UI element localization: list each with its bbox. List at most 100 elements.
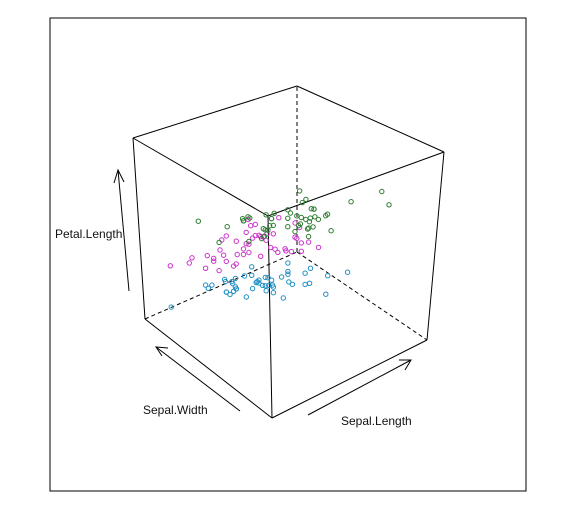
edge-left-vertical bbox=[132, 137, 146, 320]
data-point-s3-7 bbox=[195, 218, 202, 224]
data-point-s1-7 bbox=[241, 273, 248, 279]
data-point-s2-16 bbox=[298, 248, 304, 255]
data-point-s2-38 bbox=[233, 261, 239, 267]
data-point-s1-47 bbox=[285, 268, 291, 275]
data-point-s1-34 bbox=[325, 273, 331, 279]
data-point-s1-29 bbox=[263, 288, 269, 294]
data-point-s2-44 bbox=[186, 260, 193, 266]
data-point-s1-35 bbox=[233, 286, 240, 292]
data-point-s3-1 bbox=[296, 188, 303, 194]
z-axis-label: Petal.Length bbox=[55, 227, 122, 241]
edge-front-vertical bbox=[267, 215, 273, 419]
data-point-s2-33 bbox=[240, 251, 247, 258]
data-point-s3-38 bbox=[287, 210, 294, 216]
data-point-s1-45 bbox=[285, 260, 291, 266]
data-point-s1-46 bbox=[223, 289, 230, 295]
data-point-s2-47 bbox=[249, 235, 256, 241]
data-point-s2-3 bbox=[305, 239, 312, 245]
data-point-s3-5 bbox=[285, 207, 291, 213]
data-point-s1-49 bbox=[286, 279, 292, 285]
data-point-s2-49 bbox=[202, 265, 209, 271]
data-point-s3-23 bbox=[315, 216, 322, 223]
data-point-s1-32 bbox=[270, 290, 277, 296]
data-point-s3-37 bbox=[303, 196, 309, 203]
z-axis-arrow-head bbox=[113, 168, 125, 184]
data-point-s3-17 bbox=[285, 215, 291, 222]
data-point-s3-49 bbox=[299, 199, 305, 206]
data-point-s2-10 bbox=[219, 237, 225, 243]
data-point-s3-46 bbox=[292, 228, 298, 235]
data-point-s1-2 bbox=[227, 291, 233, 298]
data-point-s3-27 bbox=[261, 233, 267, 239]
data-point-s2-41 bbox=[223, 233, 230, 239]
data-point-s2-48 bbox=[267, 244, 274, 251]
data-point-s2-22 bbox=[258, 253, 264, 259]
data-point-s1-28 bbox=[269, 282, 276, 288]
data-point-s3-12 bbox=[262, 227, 268, 233]
data-point-s1-37 bbox=[280, 295, 286, 301]
data-point-s3-45 bbox=[311, 206, 317, 212]
data-point-s2-8 bbox=[189, 255, 195, 261]
data-point-s2-6 bbox=[243, 229, 249, 236]
data-point-s3-31 bbox=[304, 226, 311, 232]
data-point-s3-28 bbox=[270, 222, 276, 229]
data-point-s1-41 bbox=[262, 283, 268, 289]
data-point-s3-14 bbox=[224, 224, 230, 230]
z-axis-arrow-shaft bbox=[117, 169, 130, 292]
data-point-s1-42 bbox=[168, 304, 174, 310]
data-point-s3-36 bbox=[328, 228, 334, 234]
data-point-s2-21 bbox=[276, 215, 282, 221]
data-point-s2-13 bbox=[216, 267, 222, 274]
data-point-s3-43 bbox=[240, 218, 247, 224]
data-point-s3-42 bbox=[305, 233, 312, 240]
data-point-s3-32 bbox=[386, 202, 392, 208]
data-point-s1-9 bbox=[202, 282, 209, 288]
data-points bbox=[167, 188, 392, 310]
y-axis-arrow-shaft bbox=[155, 346, 241, 412]
data-point-s1-11 bbox=[289, 281, 296, 288]
data-point-s2-42 bbox=[270, 231, 276, 237]
data-point-s2-25 bbox=[275, 249, 281, 256]
data-point-s3-19 bbox=[303, 216, 309, 223]
data-point-s1-17 bbox=[302, 281, 308, 288]
data-point-s1-33 bbox=[307, 265, 314, 271]
data-point-s3-39 bbox=[267, 223, 273, 229]
data-point-s2-43 bbox=[234, 251, 240, 258]
data-point-s3-50 bbox=[263, 212, 269, 218]
hidden-edges bbox=[144, 86, 428, 341]
data-point-s1-30 bbox=[232, 275, 239, 282]
data-point-s2-34 bbox=[248, 223, 254, 229]
data-point-s3-4 bbox=[271, 210, 277, 217]
data-point-s1-16 bbox=[344, 269, 351, 275]
data-point-s1-14 bbox=[205, 285, 212, 291]
data-point-s2-46 bbox=[256, 232, 262, 239]
data-point-s2-5 bbox=[272, 246, 278, 252]
data-point-s1-19 bbox=[306, 280, 313, 286]
data-point-s3-44 bbox=[308, 206, 314, 212]
data-point-s2-36 bbox=[292, 220, 298, 226]
data-point-s1-22 bbox=[278, 274, 285, 280]
edge-top-front-left bbox=[132, 137, 269, 217]
edge-top-front-right bbox=[267, 151, 445, 217]
hidden-edge-2 bbox=[296, 251, 428, 341]
data-point-s1-15 bbox=[323, 291, 329, 297]
visible-edges bbox=[132, 85, 445, 419]
data-point-s2-37 bbox=[298, 240, 304, 246]
data-point-s3-33 bbox=[268, 215, 275, 222]
data-point-s1-43 bbox=[221, 276, 228, 283]
data-point-s1-6 bbox=[302, 270, 308, 276]
data-point-s2-4 bbox=[204, 252, 211, 259]
data-point-s3-10 bbox=[348, 199, 354, 205]
data-point-s1-39 bbox=[209, 282, 215, 288]
data-point-s3-34 bbox=[265, 227, 271, 233]
x-axis-label: Sepal.Length bbox=[341, 414, 412, 428]
data-point-s3-30 bbox=[310, 224, 316, 230]
data-point-s1-20 bbox=[285, 271, 291, 277]
data-point-s1-48 bbox=[229, 278, 235, 285]
edge-front-bottom-left bbox=[144, 318, 273, 419]
data-point-s1-36 bbox=[243, 294, 250, 300]
data-point-s3-47 bbox=[246, 238, 252, 245]
data-point-s3-18 bbox=[379, 188, 385, 195]
x-axis-arrow-shaft bbox=[307, 359, 412, 416]
